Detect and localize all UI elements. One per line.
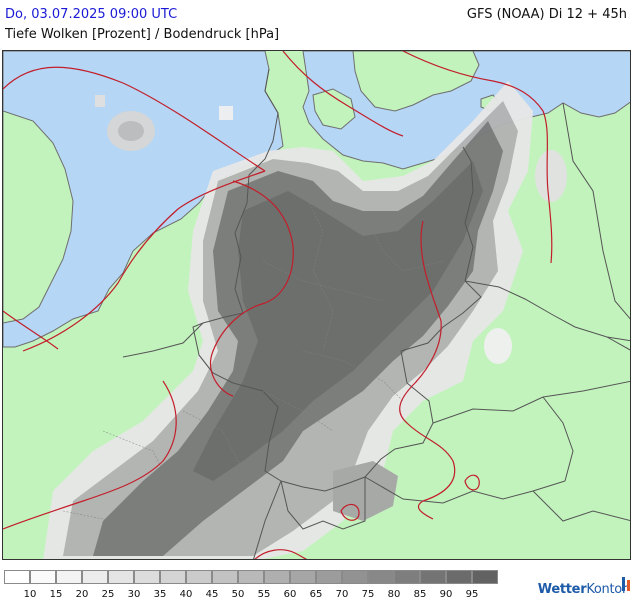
logo-part1: Wetter <box>537 582 587 597</box>
weather-map <box>2 50 631 560</box>
country-borders <box>122 68 630 559</box>
cloud-patch-east <box>535 150 567 202</box>
isobar-southwest <box>3 380 177 530</box>
cloud-darkest <box>193 161 483 481</box>
isobar-loop-de <box>210 180 294 397</box>
map-subtitle: Tiefe Wolken [Prozent] / Bodendruck [hPa… <box>5 27 280 42</box>
border-de-pl <box>462 146 474 282</box>
isobar-baltic <box>282 51 404 137</box>
border-hu-sk <box>542 380 630 398</box>
region-line-5 <box>262 390 334 432</box>
cloud-layer <box>43 81 567 559</box>
model-run-label: GFS (NOAA) Di 12 + 45h <box>466 7 627 22</box>
legend-swatch <box>264 570 290 584</box>
logo-part2: Kontor <box>586 582 627 597</box>
map-svg <box>3 51 630 559</box>
legend-tick: 15 <box>49 589 63 600</box>
border-hr-si <box>532 490 630 522</box>
logo-mark-icon <box>622 577 630 591</box>
legend-swatch <box>212 570 238 584</box>
border-fr-be <box>122 322 204 358</box>
isobar-east <box>402 51 553 264</box>
border-de-fr <box>232 382 282 482</box>
isobar-north <box>3 66 266 172</box>
region-line-6 <box>182 410 244 472</box>
legend-tick: 50 <box>231 589 245 600</box>
border-at-hu <box>542 396 574 482</box>
legend-swatch <box>394 570 420 584</box>
legend-swatch <box>30 570 56 584</box>
legend-swatch <box>238 570 264 584</box>
isobar-alps-loop <box>340 503 360 521</box>
isobar-south <box>254 549 308 559</box>
legend-swatch <box>82 570 108 584</box>
border-de-ch <box>280 476 366 492</box>
legend-swatch <box>472 570 498 584</box>
legend-tick: 25 <box>101 589 115 600</box>
border-ch-it <box>280 477 366 530</box>
england-land <box>3 110 74 324</box>
legend-tick: 95 <box>465 589 479 600</box>
wetterkontor-logo: WetterKontor <box>537 582 628 597</box>
legend-swatch <box>4 570 30 584</box>
legend-tick: 55 <box>257 589 271 600</box>
border-pl-east <box>562 102 630 320</box>
legend-tick: 65 <box>309 589 323 600</box>
legend-swatch <box>342 570 368 584</box>
legend-tick: 85 <box>413 589 427 600</box>
legend-swatch <box>186 570 212 584</box>
legend-tick: 20 <box>75 589 89 600</box>
isobars <box>3 51 553 559</box>
legend-tick: 30 <box>127 589 141 600</box>
border-de-cz <box>400 280 482 352</box>
legend-tick: 45 <box>205 589 219 600</box>
legend-tick: 35 <box>153 589 167 600</box>
legend-swatch <box>316 570 342 584</box>
legend-swatch <box>420 570 446 584</box>
region-line-3 <box>262 260 384 302</box>
legend-tick: 60 <box>283 589 297 600</box>
legend-tick: 80 <box>387 589 401 600</box>
cloud-patch-sea-small <box>95 95 105 107</box>
border-de-at <box>364 350 434 478</box>
isobar-small-loop <box>464 474 480 491</box>
legend-tick: 40 <box>179 589 193 600</box>
legend-swatch <box>56 570 82 584</box>
region-borders <box>62 190 444 552</box>
region-line-4 <box>302 350 404 402</box>
legend-tick: 75 <box>361 589 375 600</box>
isobar-center <box>399 220 456 520</box>
isobar-west <box>22 170 266 352</box>
region-line-8 <box>62 510 134 552</box>
legend-swatch <box>160 570 186 584</box>
border-cz-at <box>432 396 544 424</box>
legend-swatch <box>290 570 316 584</box>
legend-tick: 90 <box>439 589 453 600</box>
region-line-7 <box>102 430 174 492</box>
region-line-2 <box>362 210 444 272</box>
region-line-1 <box>302 190 334 352</box>
sweden-land <box>352 51 480 112</box>
legend-swatch <box>134 570 160 584</box>
legend-tick: 10 <box>23 589 37 600</box>
legend-swatch <box>446 570 472 584</box>
forecast-date: Do, 03.07.2025 09:00 UTC <box>5 7 178 22</box>
border-de-nl <box>234 68 279 314</box>
border-sk-ua <box>606 336 630 351</box>
border-fr-it <box>253 480 282 559</box>
cloud-patch-sea-small2 <box>219 106 233 120</box>
denmark-islands <box>312 88 356 130</box>
legend-swatch <box>108 570 134 584</box>
cloud-patch-northsea-core <box>118 121 144 141</box>
legend-swatch <box>368 570 394 584</box>
legend-tick: 70 <box>335 589 349 600</box>
isobar-west-fringe <box>3 310 59 350</box>
cloud-patch-east-small <box>484 328 512 364</box>
